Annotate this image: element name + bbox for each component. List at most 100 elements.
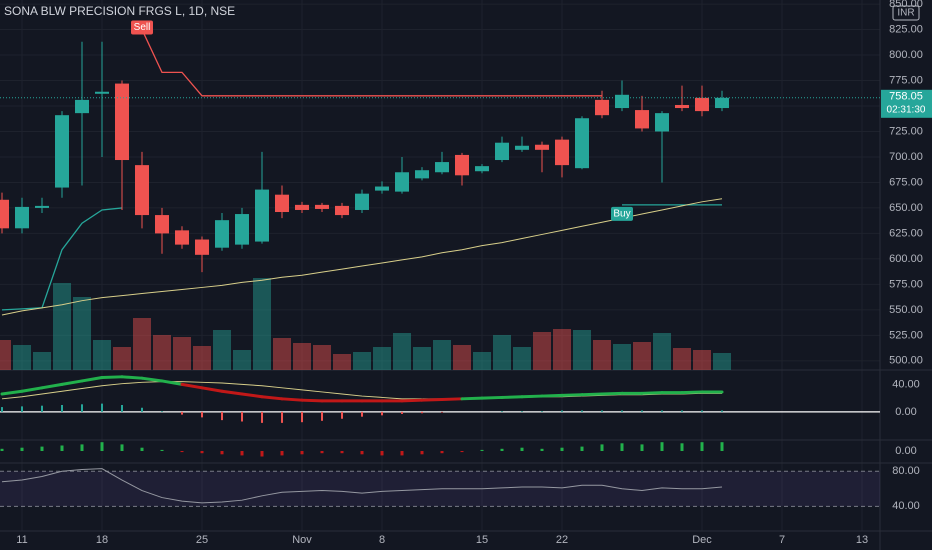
macd-line-segment: [140, 376, 164, 383]
momentum-bar: [440, 451, 444, 454]
histogram-bar: [701, 410, 703, 412]
x-tick-label: 15: [476, 534, 488, 546]
candle-body: [395, 172, 409, 192]
histogram-bar: [241, 411, 243, 422]
macd-line-segment: [80, 376, 104, 383]
x-tick-label: 22: [556, 534, 568, 546]
candle-body: [135, 165, 149, 216]
macd-line-segment: [100, 375, 124, 379]
y-tick-label: 775.00: [889, 74, 923, 86]
x-tick-label: 11: [16, 534, 27, 546]
macd-line-segment: [560, 393, 584, 397]
histogram-bar: [681, 410, 683, 412]
candle-body: [595, 99, 609, 116]
momentum-bar: [420, 451, 424, 455]
candle-body: [275, 194, 289, 213]
x-tick-label: 25: [196, 534, 208, 546]
histogram-bar: [421, 411, 423, 414]
histogram-bar: [21, 406, 23, 412]
histogram-bar: [621, 410, 623, 412]
volume-bar: [113, 347, 131, 370]
histogram-bar: [201, 411, 203, 418]
histogram-bar: [581, 410, 583, 412]
macd-line-segment: [680, 390, 704, 395]
momentum-bar: [720, 442, 724, 451]
histogram-bar: [301, 411, 303, 423]
macd-line-segment: [440, 397, 464, 401]
x-tick-label: 8: [379, 534, 385, 546]
candle-body: [475, 166, 489, 172]
y-tick-label: 850.00: [889, 0, 923, 10]
volume-bar: [533, 332, 551, 370]
histogram-bar: [261, 411, 263, 423]
volume-bar: [33, 352, 51, 370]
macd-line-segment: [240, 392, 264, 399]
macd-line-segment: [480, 395, 504, 400]
histogram-bar: [341, 411, 343, 419]
candle-body: [355, 193, 369, 210]
candle-body: [155, 215, 169, 234]
histogram-bar: [181, 411, 183, 415]
momentum-bar: [480, 449, 484, 451]
momentum-bar: [60, 445, 64, 451]
trend-stop-line: [141, 29, 602, 97]
last-price-box: [881, 89, 932, 118]
volume-bar: [193, 346, 211, 370]
signal-label-box: [611, 206, 633, 221]
volume-bar: [253, 278, 271, 370]
currency-label: INR: [897, 8, 914, 19]
histogram-bar: [61, 405, 63, 412]
momentum-bar: [580, 446, 584, 451]
momentum-bar: [80, 444, 84, 451]
volume-bar: [453, 345, 471, 370]
candle-body: [55, 115, 69, 188]
momentum-bar: [540, 448, 544, 451]
y-tick-label: 40.00: [892, 500, 920, 512]
histogram-bar: [401, 411, 403, 414]
macd-line-segment: [120, 375, 144, 380]
volume-bar: [433, 340, 451, 370]
volume-bar: [473, 352, 491, 370]
candle-body: [35, 205, 49, 208]
histogram-bar: [1, 407, 3, 412]
volume-bar: [413, 347, 431, 370]
histogram-bar: [601, 410, 603, 412]
symbol-title: SONA BLW PRECISION FRGS L, 1D, NSE: [4, 4, 235, 18]
candle-body: [195, 239, 209, 255]
volume-bar: [633, 342, 651, 370]
candle-body: [215, 220, 229, 248]
candle-body: [295, 204, 309, 210]
candle-body: [255, 189, 269, 242]
momentum-bar: [460, 451, 464, 453]
y-tick-label: 575.00: [889, 278, 923, 290]
macd-line-segment: [540, 393, 564, 398]
y-tick-label: 0.00: [895, 406, 916, 418]
candle-body: [15, 206, 29, 229]
momentum-bar: [360, 451, 364, 455]
momentum-bar: [680, 443, 684, 451]
volume-bar: [553, 329, 571, 370]
macd-line-segment: [420, 398, 444, 402]
y-tick-label: 650.00: [889, 202, 923, 214]
macd-line-segment: [580, 392, 604, 397]
y-tick-label: 525.00: [889, 329, 923, 341]
volume-bar: [273, 338, 291, 370]
momentum-bar: [220, 451, 224, 455]
momentum-bar: [240, 451, 244, 456]
candle-body: [655, 113, 669, 132]
candle-body: [375, 186, 389, 191]
volume-bar: [53, 283, 71, 370]
histogram-bar: [661, 410, 663, 412]
candle-body: [435, 162, 449, 173]
macd-line-segment: [180, 382, 204, 390]
macd-line-segment: [0, 389, 24, 396]
histogram-bar: [281, 411, 283, 423]
macd-line-segment: [300, 398, 324, 403]
histogram-bar: [721, 410, 723, 412]
momentum-bar: [340, 451, 344, 454]
histogram-bar: [561, 410, 563, 412]
histogram-bar: [641, 410, 643, 412]
macd-line-segment: [20, 386, 44, 393]
